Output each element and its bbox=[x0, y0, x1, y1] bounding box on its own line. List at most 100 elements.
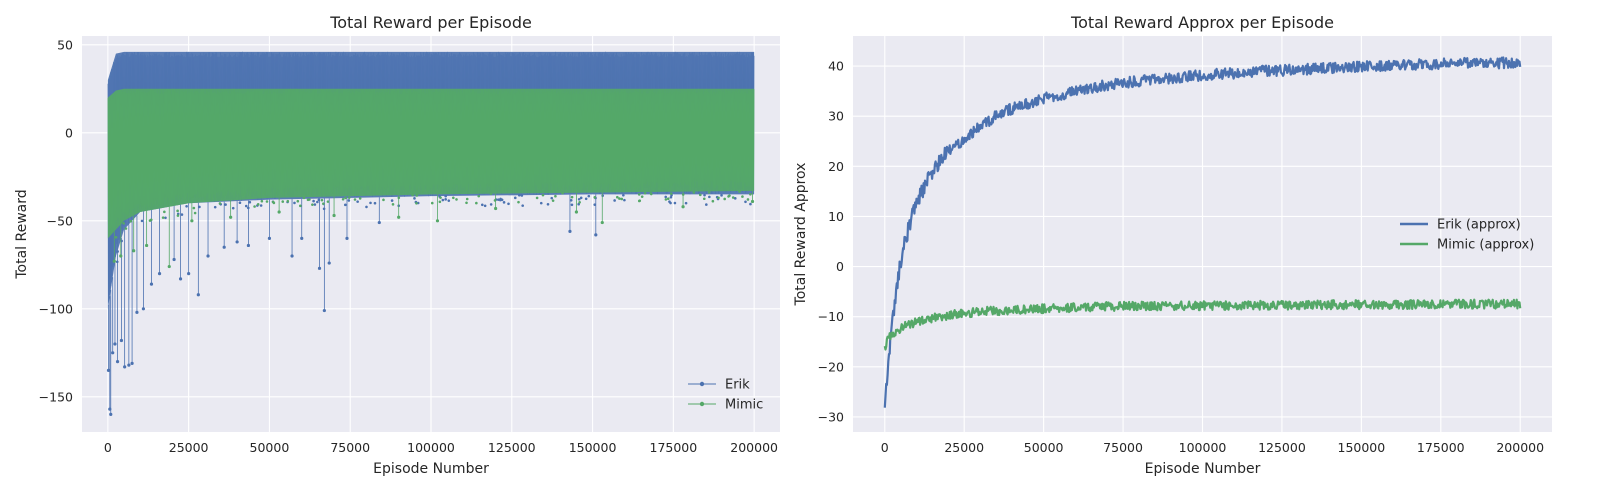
series-mimic-point bbox=[717, 196, 720, 200]
series-erik-point bbox=[119, 338, 124, 343]
series-erik-point bbox=[187, 272, 191, 276]
series-mimic-point bbox=[669, 192, 673, 195]
reward-chart-title: Total Reward per Episode bbox=[329, 13, 532, 32]
reward-chart-x-tick-label: 75000 bbox=[330, 440, 370, 455]
series-mimic-band bbox=[107, 88, 755, 239]
reward-chart-x-tick-label: 50000 bbox=[250, 440, 290, 455]
series-erik-point bbox=[356, 200, 359, 203]
series-mimic-point bbox=[382, 198, 385, 202]
series-mimic-point bbox=[578, 200, 581, 204]
series-erik-point bbox=[550, 196, 554, 200]
series-mimic-point bbox=[723, 197, 726, 201]
series-erik-point bbox=[293, 201, 296, 205]
series-erik-point bbox=[664, 195, 668, 199]
reward-approx-chart-y-tick-label: −20 bbox=[818, 359, 844, 374]
legend-erik-approx-label: Erik (approx) bbox=[1437, 218, 1521, 233]
series-erik-point bbox=[413, 197, 416, 200]
series-erik-point bbox=[149, 282, 154, 286]
series-mimic-point bbox=[163, 210, 166, 214]
reward-approx-chart-x-tick-label: 100000 bbox=[1179, 440, 1227, 455]
reward-chart-y-tick-label: 50 bbox=[57, 37, 73, 52]
series-erik-point bbox=[322, 207, 326, 211]
series-erik-point bbox=[500, 198, 504, 202]
series-mimic-point bbox=[438, 200, 442, 204]
series-erik-approx-line bbox=[883, 56, 1522, 408]
series-mimic-point bbox=[344, 196, 347, 200]
series-erik-point bbox=[317, 266, 322, 270]
series-mimic-point bbox=[176, 209, 179, 213]
series-mimic-point bbox=[272, 201, 276, 205]
series-erik-point bbox=[483, 204, 487, 208]
reward-chart-x-tick-label: 175000 bbox=[650, 440, 698, 455]
series-erik-point bbox=[570, 203, 574, 207]
reward-approx-chart-x-tick-label: 0 bbox=[881, 440, 889, 455]
series-mimic-point bbox=[347, 196, 351, 199]
series-mimic-point bbox=[698, 193, 702, 197]
series-mimic-point bbox=[161, 216, 165, 219]
reward-approx-chart-legend: Erik (approx) Mimic (approx) bbox=[1400, 218, 1534, 253]
series-mimic-point bbox=[430, 201, 434, 205]
series-erik-point bbox=[365, 205, 368, 209]
reward-chart-ticks: 0 25000 50000 75000 100000 125000 150000 175000… bbox=[39, 37, 778, 455]
series-erik-point bbox=[244, 204, 248, 208]
legend-erik-marker bbox=[699, 381, 705, 387]
legend-mimic-marker bbox=[699, 401, 705, 407]
series-mimic-point bbox=[358, 197, 362, 200]
series-mimic-point bbox=[302, 196, 306, 200]
series-mimic-point bbox=[741, 195, 744, 198]
series-erik-point bbox=[196, 293, 200, 297]
series-erik-point bbox=[584, 197, 588, 201]
series-erik-point bbox=[235, 240, 239, 244]
series-mimic-point bbox=[167, 264, 171, 269]
series-mimic-point bbox=[664, 198, 668, 201]
reward-chart-x-tick-label: 150000 bbox=[569, 440, 617, 455]
series-mimic-point bbox=[554, 194, 557, 198]
series-erik-point bbox=[517, 193, 521, 197]
reward-approx-chart-x-tick-label: 125000 bbox=[1258, 440, 1306, 455]
series-mimic-point bbox=[692, 191, 696, 194]
series-mimic-point bbox=[681, 205, 685, 209]
series-mimic-point bbox=[218, 202, 222, 205]
series-mimic-point bbox=[749, 192, 752, 196]
series-erik-point bbox=[668, 200, 671, 203]
series-mimic-point bbox=[190, 219, 194, 223]
series-erik-point bbox=[111, 351, 115, 355]
reward-approx-chart-x-tick-label: 25000 bbox=[944, 440, 984, 455]
series-erik-point bbox=[290, 254, 294, 258]
series-erik-point bbox=[594, 233, 598, 237]
series-erik-point bbox=[231, 206, 235, 210]
series-mimic-point bbox=[256, 203, 260, 206]
series-erik-point bbox=[178, 277, 183, 281]
series-erik-point bbox=[489, 203, 493, 206]
series-mimic-point bbox=[124, 227, 128, 230]
series-erik-point bbox=[316, 200, 319, 204]
series-mimic-point bbox=[193, 211, 197, 215]
series-erik-point bbox=[185, 204, 188, 208]
series-erik-point bbox=[345, 236, 349, 240]
series-mimic-point bbox=[132, 249, 136, 253]
reward-approx-chart-x-tick-label: 150000 bbox=[1338, 440, 1386, 455]
series-erik-point bbox=[127, 363, 131, 367]
series-erik-point bbox=[577, 197, 581, 201]
reward-approx-chart-y-tick-label: 0 bbox=[836, 259, 844, 274]
series-mimic-point bbox=[320, 198, 324, 202]
reward-approx-chart-y-tick-label: 40 bbox=[828, 59, 844, 74]
series-erik-point bbox=[116, 250, 119, 253]
series-erik-point bbox=[198, 205, 201, 209]
series-erik-point bbox=[164, 216, 167, 220]
series-mimic-point bbox=[176, 214, 180, 217]
series-erik-point bbox=[703, 193, 706, 197]
series-erik-point bbox=[669, 195, 673, 199]
reward-approx-chart-y-tick-label: 20 bbox=[828, 159, 844, 174]
series-mimic-point bbox=[341, 197, 345, 201]
series-mimic-point bbox=[286, 199, 290, 203]
series-erik-point bbox=[705, 203, 708, 206]
series-mimic-point bbox=[322, 202, 325, 205]
series-erik-point bbox=[135, 310, 139, 314]
series-mimic-point bbox=[616, 195, 619, 199]
series-mimic-point bbox=[477, 194, 481, 198]
series-mimic-point bbox=[452, 196, 455, 200]
series-mimic-point bbox=[731, 196, 735, 199]
reward-chart-x-axis-label: Episode Number bbox=[373, 461, 489, 477]
series-erik-point bbox=[123, 365, 127, 369]
